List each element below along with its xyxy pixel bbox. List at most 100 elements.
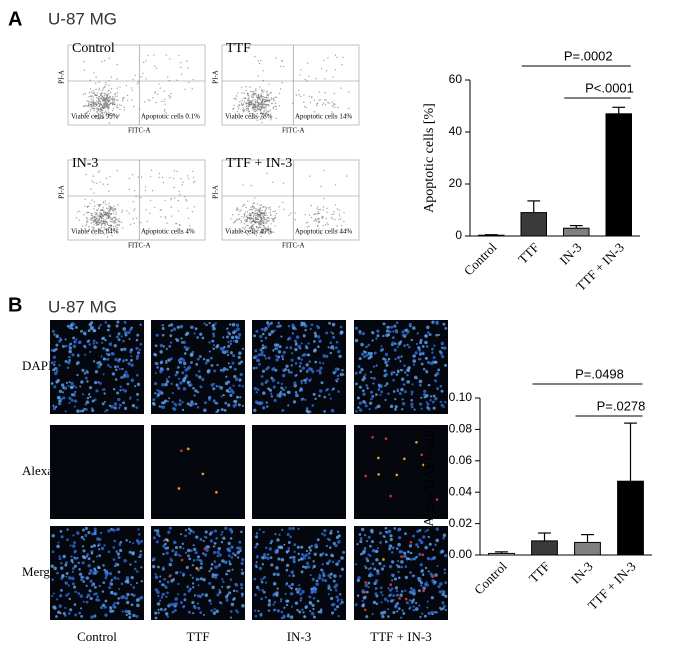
nucleus [99, 606, 103, 609]
nucleus [76, 353, 80, 356]
nucleus [200, 562, 203, 565]
flow-dot [178, 190, 180, 193]
nucleus [165, 361, 168, 365]
nucleus [397, 528, 401, 532]
nucleus [50, 361, 54, 365]
nucleus [260, 350, 264, 354]
nucleus [236, 550, 240, 555]
flow-dot [251, 112, 254, 115]
flow-dot [313, 111, 316, 113]
nucleus [174, 551, 178, 554]
nucleus [97, 365, 101, 369]
flow-dot [100, 220, 102, 222]
alexa-spot [382, 558, 385, 561]
nucleus [122, 327, 127, 331]
flow-dot [343, 220, 345, 223]
nucleus [84, 353, 87, 356]
nucleus [388, 564, 393, 569]
bar [574, 541, 601, 556]
nucleus [76, 373, 79, 377]
flow-dot [90, 108, 92, 110]
flow-dot [117, 99, 119, 102]
nucleus [225, 389, 229, 393]
flow-dot [102, 207, 105, 209]
flow-dot [186, 175, 189, 177]
nucleus [107, 529, 111, 533]
flow-dot [155, 67, 158, 70]
nucleus [62, 612, 66, 615]
nucleus [270, 321, 273, 325]
nucleus [218, 563, 221, 566]
nucleus [53, 385, 57, 389]
flow-dot [180, 66, 182, 69]
flow-dot [261, 218, 263, 220]
nucleus [191, 582, 195, 585]
flow-dot [323, 59, 325, 62]
nucleus [309, 574, 312, 577]
nucleus [316, 538, 320, 542]
flow-dot [315, 220, 318, 222]
nucleus [317, 576, 322, 580]
nucleus [130, 326, 133, 329]
nucleus [209, 356, 213, 360]
flow-dot [317, 114, 319, 117]
flow-dot [86, 100, 88, 102]
nucleus [393, 324, 397, 328]
apoptotic-label: Apoptotic cells 0.1% [141, 113, 200, 121]
flow-dot [149, 99, 151, 102]
flow-dot [82, 93, 85, 96]
nucleus [74, 390, 77, 394]
flow-dot [95, 88, 97, 91]
nucleus [380, 390, 384, 394]
flow-dot [181, 184, 183, 186]
nucleus [237, 332, 242, 337]
nucleus [412, 598, 415, 601]
nucleus [103, 357, 106, 361]
flow-dot [254, 55, 256, 58]
flow-dot [163, 100, 165, 103]
nucleus [441, 601, 445, 605]
nucleus [378, 531, 383, 535]
nucleus [382, 564, 386, 568]
flow-dot [252, 219, 255, 222]
flow-dot [103, 92, 106, 95]
nucleus [256, 388, 260, 391]
flow-dot [259, 118, 261, 121]
nucleus [300, 321, 303, 324]
flow-dot [94, 103, 96, 105]
flow-dot [85, 223, 88, 225]
nucleus [419, 402, 423, 406]
flow-dot [260, 224, 262, 226]
nucleus [104, 573, 109, 577]
flow-dot [87, 105, 89, 108]
nucleus [170, 559, 174, 563]
nucleus [261, 369, 266, 373]
nucleus [128, 550, 132, 554]
nucleus [195, 577, 199, 581]
nucleus [136, 603, 140, 608]
flow-dot [240, 221, 243, 224]
flow-dot [274, 102, 277, 104]
nucleus [51, 550, 55, 554]
flow-dot [133, 105, 135, 108]
nucleus [151, 401, 156, 406]
nucleus [367, 567, 371, 571]
flow-dot [260, 102, 262, 105]
nucleus [228, 562, 232, 566]
nucleus [260, 401, 264, 405]
nucleus [444, 326, 448, 330]
nucleus [323, 528, 327, 533]
flow-dot [103, 102, 105, 104]
flow-dot [249, 90, 252, 93]
flow-dot [254, 220, 257, 223]
nucleus [68, 355, 71, 359]
nucleus [213, 575, 218, 579]
nucleus [394, 398, 397, 401]
nucleus [91, 584, 94, 587]
flow-dot [258, 221, 260, 224]
nucleus [284, 386, 287, 389]
nucleus [208, 341, 211, 344]
flow-dot [85, 212, 88, 214]
nucleus [418, 528, 422, 532]
flow-dot [313, 213, 315, 215]
